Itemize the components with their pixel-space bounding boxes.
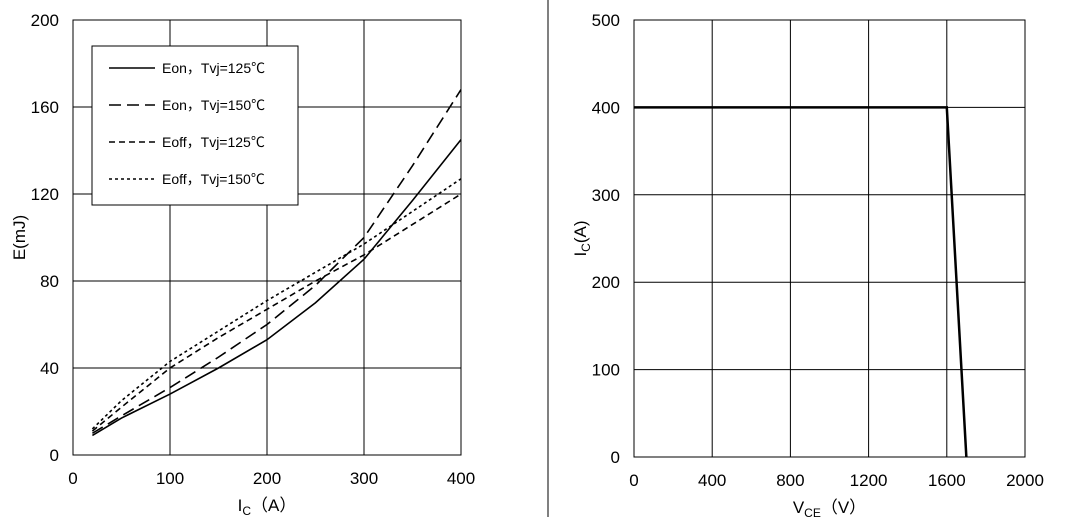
label-part: I [571, 252, 590, 257]
legend-label: Eon，Tvj=125℃ [162, 60, 265, 76]
x-axis-label: IC（A） [238, 496, 297, 517]
x-tick-label: 2000 [1006, 471, 1044, 490]
x-tick-label: 1600 [928, 471, 966, 490]
label-part: I [238, 496, 243, 515]
x-tick-label: 300 [350, 469, 378, 488]
series-line [91, 139, 462, 437]
y-tick-label: 160 [31, 98, 59, 117]
x-tick-label: 0 [68, 469, 77, 488]
y-tick-label: 500 [592, 11, 620, 30]
x-tick-label: 400 [447, 469, 475, 488]
legend-box [91, 45, 299, 206]
y-tick-label: 120 [31, 185, 59, 204]
x-tick-label: 1200 [850, 471, 888, 490]
series-line [634, 106, 968, 458]
x-tick-label: 100 [156, 469, 184, 488]
legend: Eon，Tvj=125℃ Eon，Tvj=150℃ Eoff，Tvj=125℃ Eof… [91, 45, 299, 206]
label-part: E(mJ) [10, 215, 29, 260]
label-subscript: C [242, 504, 251, 517]
label-part: V [793, 498, 805, 517]
y-tick-label: 40 [40, 359, 59, 378]
y-tick-label: 200 [31, 11, 59, 30]
plot-frame [72, 19, 462, 456]
legend-label: Eon，Tvj=150℃ [162, 97, 265, 113]
plot-frame [633, 19, 1026, 458]
label-part: （V） [821, 498, 866, 517]
series-line [91, 89, 462, 434]
legend-label: Eoff，Tvj=125℃ [162, 134, 265, 150]
x-tick-label: 200 [253, 469, 281, 488]
y-axis-label: E(mJ) [10, 215, 29, 260]
y-tick-label: 300 [592, 186, 620, 205]
x-tick-label: 800 [776, 471, 804, 490]
y-tick-label: 0 [50, 446, 59, 465]
y-tick-label: 100 [592, 361, 620, 380]
label-subscript: C [579, 243, 593, 252]
label-subscript: CE [804, 506, 821, 517]
x-tick-label: 0 [629, 471, 638, 490]
x-axis-label: VCE（V） [793, 498, 866, 517]
series-line [91, 193, 462, 432]
legend-label: Eoff，Tvj=150℃ [162, 171, 265, 187]
x-tick-label: 400 [698, 471, 726, 490]
y-tick-label: 400 [592, 98, 620, 117]
y-tick-label: 200 [592, 273, 620, 292]
label-part: （A） [251, 496, 296, 515]
y-axis-label: IC(A) [571, 220, 593, 256]
label-part: (A) [571, 220, 590, 243]
series-line [91, 178, 462, 430]
y-tick-label: 80 [40, 272, 59, 291]
y-tick-label: 0 [611, 448, 620, 467]
